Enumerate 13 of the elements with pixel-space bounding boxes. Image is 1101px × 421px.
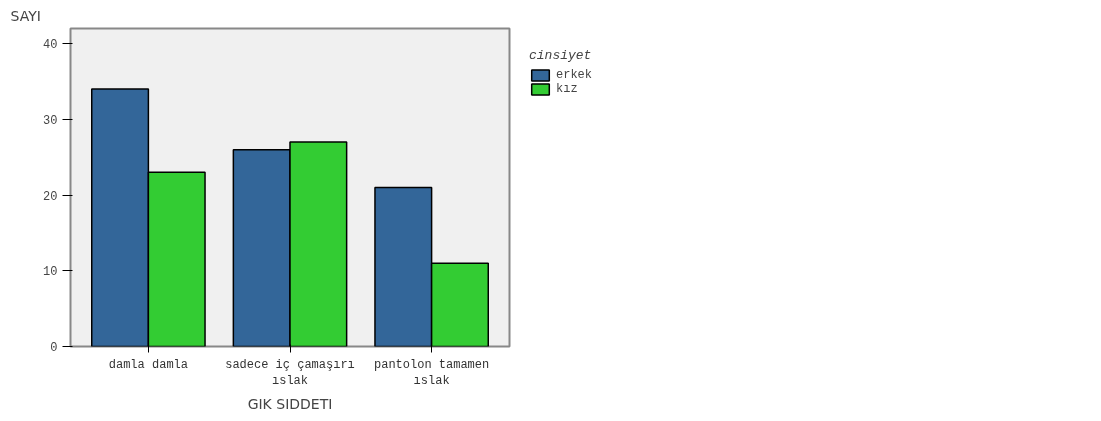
y-tick-label: 30	[43, 113, 58, 128]
x-tick-label: damla damla	[108, 357, 188, 372]
x-axis-title: GIK SIDDETI	[247, 396, 333, 413]
x-tick-label: pantolon tamamen ıslak	[374, 357, 490, 389]
legend-label: erkek	[556, 68, 593, 82]
y-tick-label: 10	[43, 265, 58, 280]
legend-title: cinsiyet	[529, 48, 593, 63]
y-tick-label: 20	[43, 189, 58, 204]
y-tick-label: 40	[43, 38, 58, 53]
legend-label: kız	[556, 82, 578, 96]
y-axis-title: SAYI	[10, 7, 41, 24]
y-tick-label: 0	[50, 341, 58, 355]
x-tick-label: sadece iç çamaşırı ıslak	[225, 357, 355, 389]
